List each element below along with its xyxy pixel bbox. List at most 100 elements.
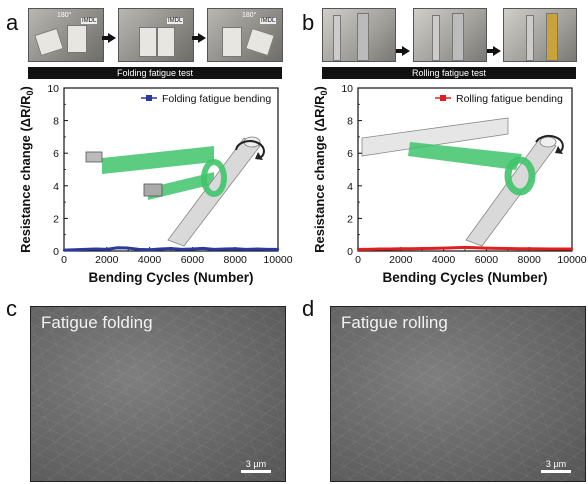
rolling-chart: 0 2000 4000 6000 8000 10000 0 2 4 6 8 10 Bending Cyc… [312,83,587,285]
plot-frame [357,87,573,252]
plot-frame [63,87,279,252]
x-tick-label: 6000 [181,254,205,266]
x-tick-label: 10000 [263,254,292,266]
x-tick-label: 10000 [557,254,586,266]
sem-image-fatigue-folding: Fatigue folding 3 µm [30,306,286,482]
bending-schematic [85,136,265,247]
x-tick-label: 6000 [475,254,499,266]
y-tick-label: 6 [347,148,353,160]
data-point [495,247,499,250]
folding-photo-3-tag: IMDL [260,18,277,24]
y-tick-label: 8 [347,116,353,128]
y-tick-label: 0 [347,246,353,258]
data-point [453,246,456,249]
folding-test-bar: Folding fatigue test [28,67,282,79]
x-tick-label: 4000 [432,254,456,266]
panel-label-c: c [6,296,17,321]
scale-bar: 3 µm [241,459,271,473]
data-point [528,247,531,250]
x-tick-label: 0 [61,254,67,266]
y-tick-label: 10 [341,83,353,95]
data-point [244,248,248,251]
y-axis-label: Resistance change (ΔR/R0) [18,86,35,253]
data-point [410,247,413,250]
data-point [399,247,402,250]
folding-chart: 0 2000 4000 6000 8000 10000 0 2 4 6 8 10 Bending Cyc… [18,83,293,285]
panel-label-d: d [302,296,315,321]
data-point [356,248,360,251]
data-point [538,247,542,251]
data-point [223,247,226,251]
x-tick-label: 2000 [95,254,119,266]
y-tick-label: 0 [53,246,59,258]
y-tick-label: 4 [347,181,353,193]
data-point [94,247,98,251]
x-tick-label: 0 [355,254,361,266]
x-tick-label: 8000 [224,254,248,266]
y-tick-label: 4 [53,181,59,193]
data-point [191,247,194,251]
x-axis-label: Bending Cycles (Number) [88,270,253,285]
data-point [105,248,109,251]
panel-label-b: b [302,10,315,35]
data-point [62,248,66,252]
data-point [234,247,237,250]
y-tick-label: 2 [347,213,353,225]
scale-bar-label: 3 µm [545,459,567,469]
data-point [378,247,381,251]
x-tick-label: 2000 [389,254,413,266]
legend-label: Rolling fatigue bending [456,93,563,105]
data-point [84,248,87,251]
data-point [560,247,563,251]
data-point [180,248,183,251]
legend-label: Folding fatigue bending [162,93,271,105]
folding-photo-3-angle: 180° [242,12,257,19]
x-axis-label: Bending Cycles (Number) [382,270,547,285]
x-tick-label: 4000 [138,254,162,266]
scale-bar: 3 µm [541,459,571,473]
rolling-photo-3 [503,8,577,62]
rolling-photo-2 [413,8,487,62]
data-point [127,246,130,250]
y-tick-label: 8 [53,116,59,128]
y-tick-label: 10 [47,83,59,95]
data-point [474,246,477,249]
scale-bar-label: 3 µm [245,459,267,469]
arrow-icon [396,46,410,56]
data-point [421,247,424,250]
folding-photo-1-angle: 180° [57,12,72,19]
data-point [431,247,435,250]
arrow-icon [192,33,206,43]
rolling-test-bar: Rolling fatigue test [322,67,576,79]
folding-photo-2: IMDL [118,8,194,62]
data-point [506,247,509,250]
panel-label-a: a [6,10,19,35]
data-point [570,247,574,251]
data-point [169,247,173,250]
y-axis-label: Resistance change (ΔR/R0) [312,86,329,253]
folding-photo-2-tag: IMDL [167,18,184,24]
data-point [212,248,215,251]
folding-photo-3: 180° IMDL [207,8,283,62]
sem-title-rolling: Fatigue rolling [341,313,448,332]
sem-title-folding: Fatigue folding [41,313,153,332]
folding-photo-1-tag: IMDL [81,18,98,24]
data-point [201,247,205,250]
sem-image-fatigue-rolling: Fatigue rolling 3 µm [330,306,586,482]
y-tick-label: 6 [53,148,59,160]
data-point [442,246,445,250]
data-point [367,248,370,251]
data-point [137,248,141,251]
data-point [463,246,467,249]
data-point [148,248,151,251]
arrow-icon [487,46,501,56]
bending-schematic [361,117,564,247]
data-point [116,246,119,249]
arrow-icon [102,33,116,43]
x-tick-label: 8000 [518,254,542,266]
data-point [73,248,76,251]
data-point [276,248,280,251]
y-tick-label: 2 [53,213,59,225]
data-point [159,247,162,251]
data-point [266,248,269,251]
